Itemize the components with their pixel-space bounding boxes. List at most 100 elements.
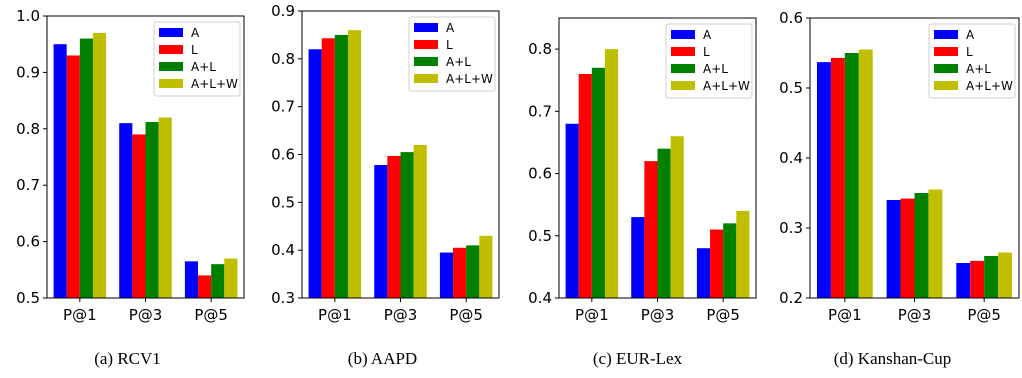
bar-p-1-a-l-w — [858, 49, 873, 298]
bar-p-5-a-l-w — [998, 252, 1013, 298]
bar-p-3-a-l — [400, 152, 414, 298]
chart-eur-lex: P@1 P@3 P@5 0.4 0.5 0.6 0.7 0.8 AL A+L A+L+W — [528, 17, 757, 324]
y-tick-label: 0.9 — [271, 2, 295, 20]
caption-kanshan-cup: (d) Kanshan-Cup — [833, 349, 952, 368]
legend-label-l: L — [966, 45, 973, 59]
x-tick-label-p-5: P@5 — [194, 306, 228, 324]
bar-p-5-a-l — [211, 264, 225, 298]
plot-frame — [809, 17, 1020, 299]
y-tick-label: 0.7 — [16, 176, 40, 194]
x-tick-label-p-5: P@5 — [706, 306, 740, 324]
legend-label-a-l-w: A+L+W — [966, 79, 1013, 93]
bar-p-1-l — [66, 55, 80, 299]
legend-swatch-l — [159, 45, 183, 54]
legend-swatch-a — [934, 30, 958, 39]
legend-swatch-a-l-w — [934, 81, 958, 90]
y-tick-label: 0.2 — [779, 289, 803, 307]
plot-frame — [558, 17, 757, 299]
legend-swatch-l — [934, 47, 958, 56]
y-tick-label: 0.7 — [528, 102, 552, 120]
bar-p-3-a — [886, 200, 901, 298]
legend-swatch-l — [671, 47, 695, 56]
bar-p-5-a-l-w — [736, 210, 750, 298]
chart-kanshan-cup: P@1 P@3 P@5 0.2 0.3 0.4 0.5 0.6 AL A+L A+L+W — [779, 9, 1020, 324]
bar-p-5-a-l-w — [224, 258, 238, 298]
bar-p-1-l — [578, 74, 592, 298]
bar-p-3-a-l — [145, 122, 159, 298]
bar-p-1-l — [830, 57, 845, 299]
x-tick-label-p-5: P@5 — [967, 306, 1001, 324]
bar-p-1-a — [816, 62, 831, 298]
bar-p-3-l — [900, 198, 915, 298]
bar-p-3-l — [644, 161, 658, 298]
legend-swatch-a-l-w — [159, 79, 183, 88]
bar-p-3-a-l-w — [670, 136, 684, 298]
legend-label-l: L — [191, 43, 198, 57]
legend-swatch-a-l — [671, 64, 695, 73]
bar-p-3-l — [132, 134, 146, 298]
bar-p-5-a — [696, 248, 711, 298]
bar-p-3-a-l — [914, 193, 929, 298]
y-tick-label: 0.6 — [779, 9, 803, 27]
y-tick-label: 0.5 — [528, 227, 552, 245]
y-tick-label: 0.4 — [528, 289, 552, 307]
panel-aapd: P@1 P@3 P@5 0.3 0.4 0.5 0.6 0.7 0.8 0.9 A L A+L A+L+W… — [255, 0, 510, 378]
bar-p-1-a-l-w — [92, 32, 107, 299]
bar-p-5-a — [184, 261, 199, 298]
x-tick-label-p-1: P@1 — [63, 306, 97, 324]
legend-label-a-l: A+L — [966, 62, 991, 76]
legend-swatch-a — [414, 23, 438, 32]
bar-p-3-a — [374, 165, 388, 298]
bar-p-3-a-l-w — [928, 189, 943, 298]
bar-p-5-a — [439, 252, 454, 298]
bar-p-3-a — [119, 123, 133, 298]
bar-p-5-a-l — [723, 223, 737, 298]
bar-p-5-l — [970, 260, 985, 298]
legend-swatch-a — [671, 30, 695, 39]
x-tick-label-p-3: P@3 — [129, 306, 163, 324]
legend-box — [928, 23, 1016, 99]
bar-p-3-a-l-w — [413, 144, 427, 298]
legend-label-a-l-w: A+L+W — [446, 72, 493, 86]
legend-label-a-l: A+L — [191, 60, 216, 74]
caption-rcv1: (a) RCV1 — [94, 349, 161, 368]
legend-swatch-l — [414, 40, 438, 49]
legend-swatch-a-l — [159, 62, 183, 71]
legend-swatch-a-l-w — [671, 81, 695, 90]
bar-p-1-a — [53, 44, 67, 299]
y-tick-label: 0.6 — [528, 165, 552, 183]
x-tick-label-p-5: P@5 — [449, 306, 483, 324]
y-tick-label: 0.5 — [16, 289, 40, 307]
x-tick-label-p-3: P@3 — [641, 306, 675, 324]
bar-p-1-a-l-w — [347, 30, 362, 299]
bar-p-1-a-l — [334, 34, 348, 299]
x-tick-label-p-3: P@3 — [384, 306, 418, 324]
legend-swatch-a — [159, 28, 183, 37]
y-tick-label: 0.6 — [16, 233, 40, 251]
bar-p-1-l — [321, 38, 335, 298]
chart-rcv1: P@1 P@3 P@5 0.5 0.6 0.7 0.8 0.9 1.0 AL A+L A+L+W — [16, 7, 245, 324]
legend-label-a-l-w: A+L+W — [703, 79, 750, 93]
bar-p-5-l — [710, 229, 724, 298]
y-tick-label: 0.8 — [271, 50, 295, 68]
x-tick-label-p-1: P@1 — [575, 306, 609, 324]
legend-box — [153, 21, 241, 97]
caption-aapd: (b) AAPD — [347, 349, 418, 368]
bar-p-3-a-l-w — [158, 117, 172, 299]
legend-swatch-a-l-w — [414, 74, 438, 83]
x-tick-label-p-1: P@1 — [318, 306, 352, 324]
y-tick-label: 0.8 — [528, 40, 552, 58]
legend-label-a: A — [966, 28, 975, 42]
plot-frame — [301, 10, 500, 299]
legend-box — [408, 16, 496, 92]
bar-p-1-a-l-w — [604, 49, 619, 298]
bar-p-1-a-l — [844, 53, 859, 298]
bar-p-5-a-l-w — [479, 235, 493, 298]
y-tick-label: 0.8 — [16, 120, 40, 138]
y-tick-label: 0.3 — [779, 219, 803, 237]
bar-p-5-a-l — [466, 245, 480, 298]
y-tick-label: 1.0 — [16, 7, 40, 25]
y-tick-label: 0.5 — [271, 193, 295, 211]
y-tick-label: 0.4 — [271, 241, 295, 259]
